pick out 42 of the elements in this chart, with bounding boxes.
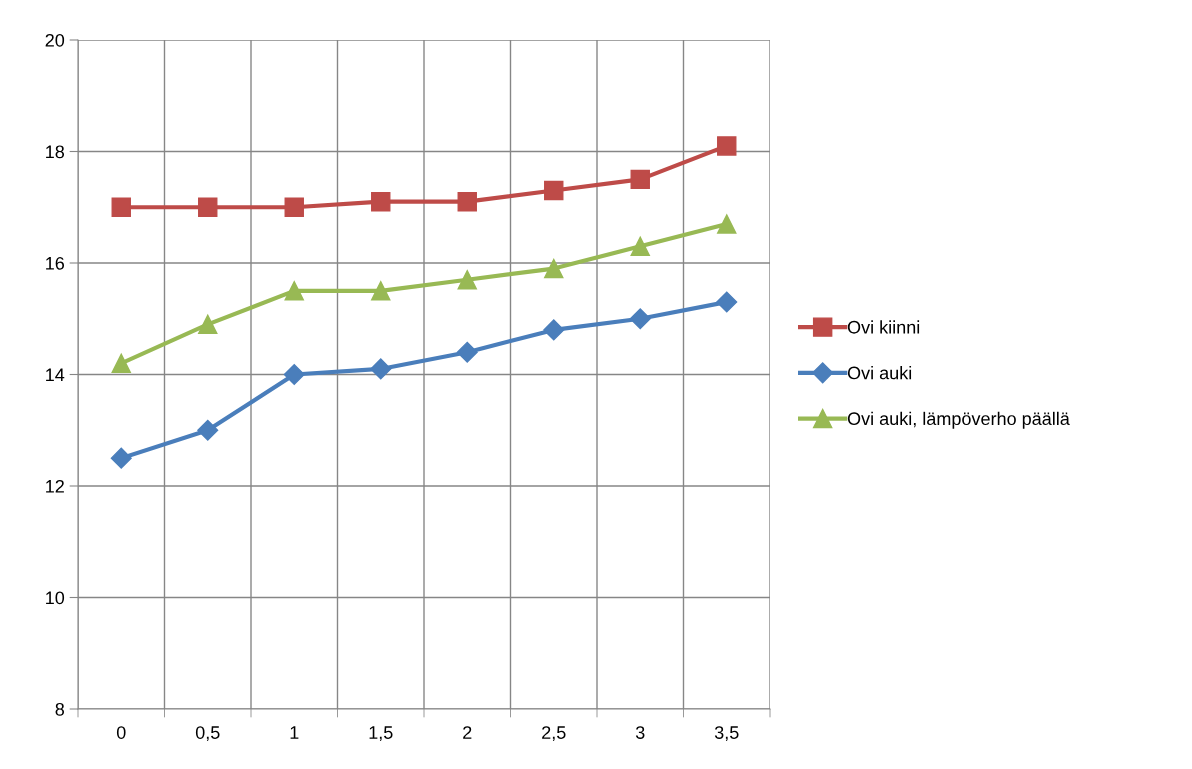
point	[284, 281, 304, 301]
y-tick-label: 18	[46, 145, 65, 159]
legend-label: Ovi auki	[847, 366, 912, 380]
point	[371, 191, 391, 212]
point	[630, 169, 650, 190]
x-tick-label: 2	[463, 726, 472, 739]
x-tick-label: 0	[116, 726, 126, 739]
legend-label: Ovi kiinni	[847, 320, 920, 334]
x-tick-label: 3	[635, 726, 645, 739]
x-tick-label: 1,5	[369, 726, 393, 742]
legend-label: Ovi auki, lämpöverho päällä	[847, 411, 1070, 429]
point	[717, 136, 737, 156]
point	[543, 319, 565, 341]
x-tick-label: 0,5	[195, 726, 220, 742]
point	[283, 363, 305, 386]
y-tick-label: 12	[46, 479, 64, 493]
point	[110, 447, 132, 469]
point	[716, 291, 738, 313]
point	[198, 314, 218, 335]
x-tick-label: 1	[290, 726, 299, 739]
point	[630, 236, 650, 256]
x-tick-label: 2,5	[542, 726, 566, 742]
point	[629, 308, 651, 330]
point	[544, 180, 564, 201]
point	[457, 270, 477, 290]
point	[111, 353, 131, 374]
y-tick-label: 8	[55, 702, 65, 716]
point	[284, 197, 304, 217]
point	[456, 341, 478, 363]
point	[198, 197, 218, 217]
point	[717, 214, 737, 234]
point	[111, 197, 131, 217]
point	[457, 191, 477, 212]
point	[370, 358, 392, 380]
x-tick-label: 3,5	[714, 726, 739, 742]
point	[197, 419, 219, 441]
y-tick-label: 16	[46, 256, 65, 270]
point	[544, 258, 564, 279]
y-tick-label: 20	[45, 33, 65, 47]
y-tick-label: 10	[46, 591, 65, 605]
point	[371, 281, 391, 301]
y-tick-label: 14	[46, 368, 65, 382]
